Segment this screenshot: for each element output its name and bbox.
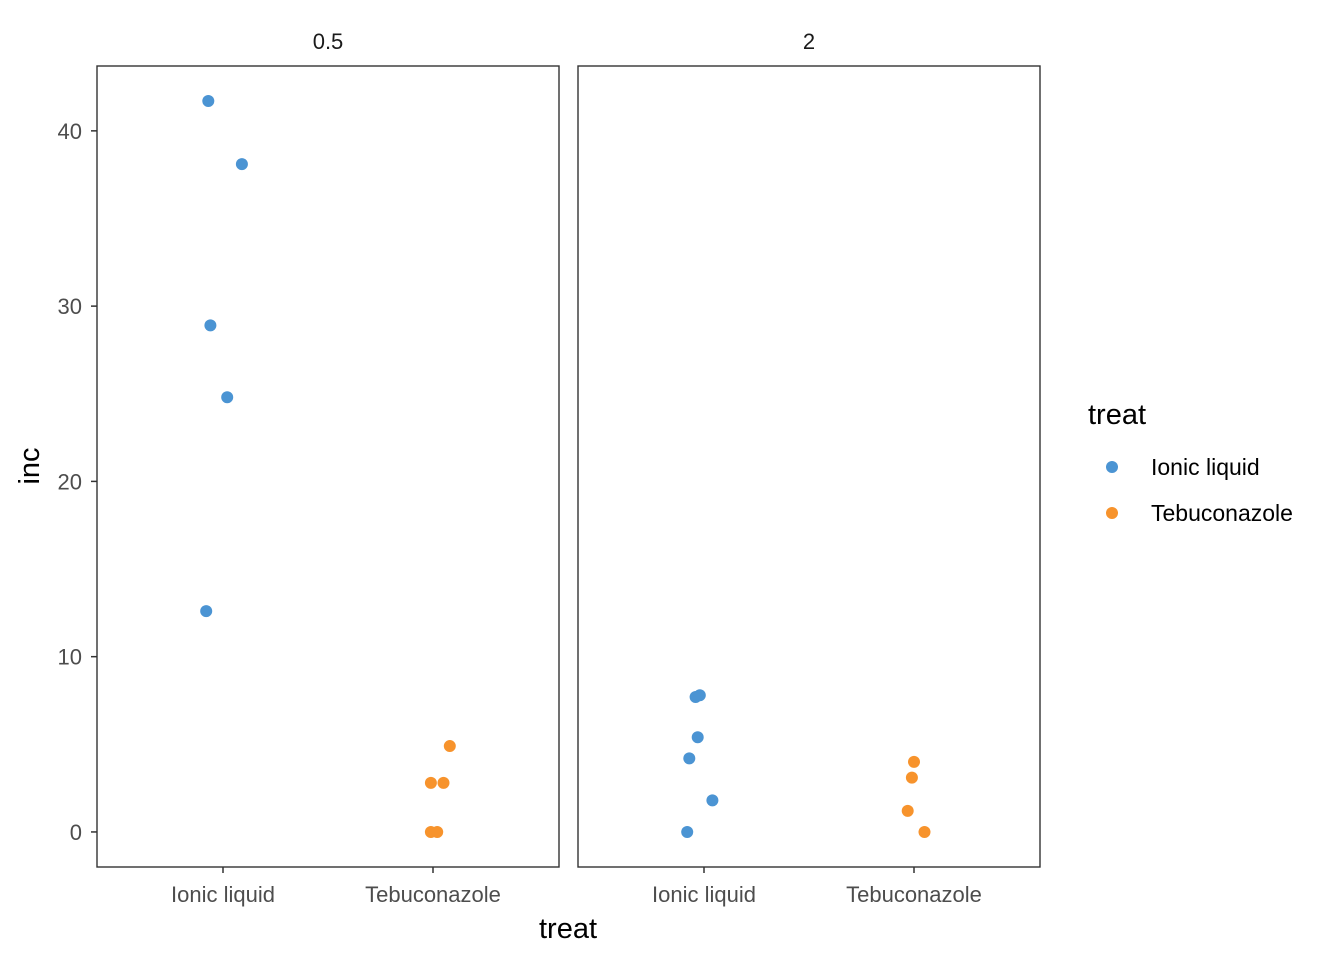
y-tick-label: 40 (58, 119, 82, 144)
data-point (918, 825, 931, 838)
data-point (693, 689, 706, 702)
x-tick-label: Ionic liquid (171, 882, 275, 907)
data-point (691, 731, 704, 744)
x-tick-label: Tebuconazole (365, 882, 501, 907)
data-point (204, 319, 217, 332)
legend-key (1106, 507, 1118, 519)
data-point (908, 755, 920, 768)
data-point (681, 825, 694, 838)
data-point (706, 794, 719, 807)
data-point (437, 776, 450, 789)
y-tick-label: 0 (70, 820, 82, 845)
legend-label: Ionic liquid (1151, 454, 1260, 480)
facet-strip-label: 2 (803, 29, 815, 54)
panel-border (96, 65, 560, 868)
data-point (905, 771, 918, 784)
data-point (431, 825, 444, 838)
data-point (901, 804, 914, 817)
x-tick-label: Tebuconazole (846, 882, 982, 907)
x-axis-title: treat (539, 913, 597, 945)
y-axis-title: inc (14, 447, 46, 484)
data-point (683, 752, 696, 765)
data-point (221, 391, 234, 404)
x-tick-label: Ionic liquid (652, 882, 756, 907)
legend-key (1106, 461, 1118, 473)
y-tick-label: 20 (58, 469, 82, 494)
facet-strip-label: 0.5 (313, 29, 344, 54)
data-point (443, 740, 456, 753)
y-tick-label: 10 (58, 645, 82, 670)
data-point (235, 158, 248, 171)
data-point (424, 776, 437, 789)
data-point (202, 95, 215, 108)
panel-border (577, 65, 1041, 868)
y-tick-label: 30 (58, 294, 82, 319)
data-point (200, 605, 213, 618)
legend-title: treat (1088, 399, 1146, 431)
legend-label: Tebuconazole (1151, 500, 1293, 526)
